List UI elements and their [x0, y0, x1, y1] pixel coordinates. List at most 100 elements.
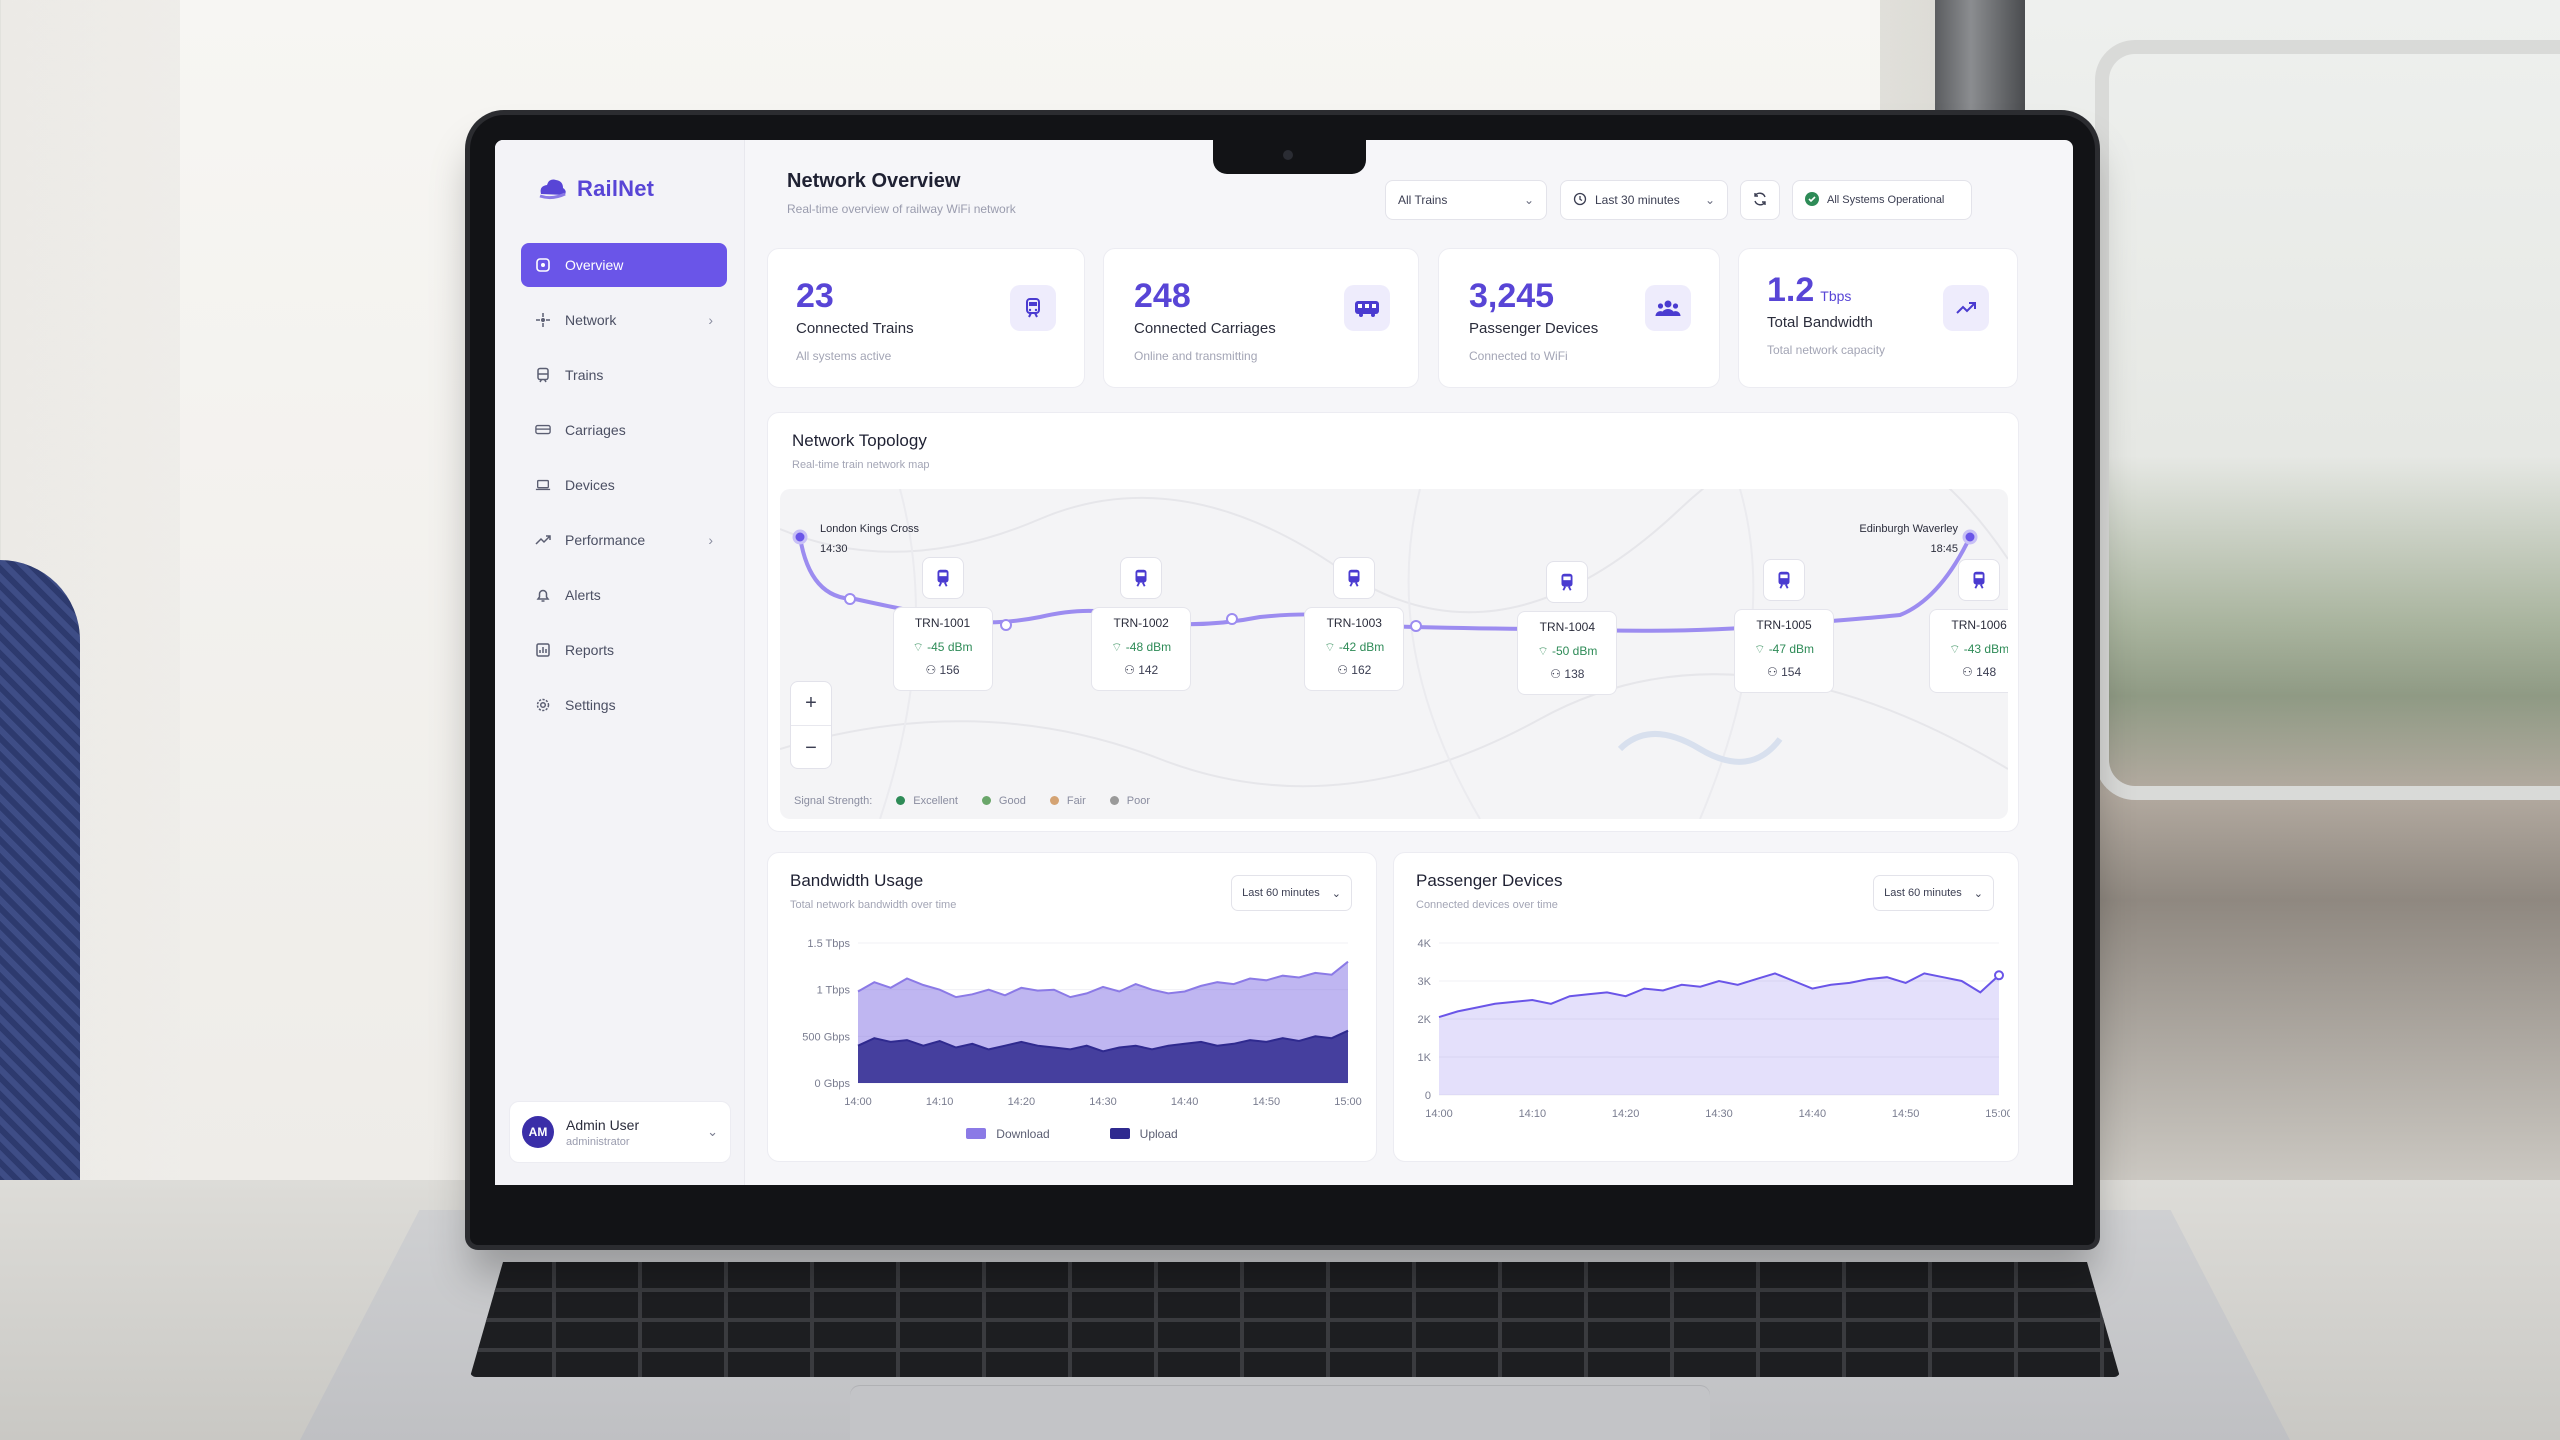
stat-sub: Total network capacity: [1767, 343, 1886, 357]
wifi-icon: ⌔: [1949, 642, 1964, 656]
passenger-value: 154: [1781, 665, 1802, 679]
time-range-value: Last 30 minutes: [1595, 193, 1680, 207]
user-name: Admin User: [566, 1116, 640, 1133]
time-range-select[interactable]: Last 30 minutes ⌄: [1560, 180, 1728, 220]
signal-value: -50 dBm: [1551, 644, 1598, 658]
train-info-card[interactable]: TRN-1004 ⌔ -50 dBm ⚇ 138: [1517, 611, 1618, 695]
sidebar-item-carriages[interactable]: Carriages: [521, 408, 727, 452]
train-id: TRN-1004: [1539, 620, 1596, 634]
signal-strength: ⌔ -45 dBm: [894, 640, 992, 655]
stat-value: 248: [1134, 277, 1191, 315]
laptop-trackpad: [850, 1385, 1710, 1440]
train-info-card[interactable]: TRN-1003 ⌔ -42 dBm ⚇ 162: [1304, 607, 1405, 691]
page-subtitle: Real-time overview of railway WiFi netwo…: [787, 202, 1016, 216]
main-content: Network Overview Real-time overview of r…: [745, 140, 2073, 1185]
bandwidth-chart-card: Bandwidth Usage Total network bandwidth …: [767, 852, 1377, 1162]
train-info-card[interactable]: TRN-1005 ⌔ -47 dBm ⚇ 154: [1734, 609, 1835, 693]
stat-label: Connected Trains: [796, 320, 914, 337]
topology-map[interactable]: London Kings Cross 14:30 Edinburgh Waver…: [780, 489, 2008, 819]
cloud-logo-icon: [539, 179, 566, 200]
train-info-card[interactable]: TRN-1002 ⌔ -48 dBm ⚇ 142: [1091, 607, 1192, 691]
sidebar-item-settings[interactable]: Settings: [521, 683, 727, 727]
train-filter-select[interactable]: All Trains ⌄: [1385, 180, 1547, 220]
sidebar-item-alerts[interactable]: Alerts: [521, 573, 727, 617]
signal-value: -48 dBm: [1125, 640, 1172, 654]
signal-value: -42 dBm: [1338, 640, 1385, 654]
stat-value: 1.2: [1767, 271, 1815, 309]
user-menu[interactable]: AM Admin User administrator ⌄: [509, 1101, 731, 1163]
sidebar-item-devices[interactable]: Devices: [521, 463, 727, 507]
train-id: TRN-1003: [1326, 616, 1382, 630]
wifi-icon: ⌔: [1324, 640, 1339, 654]
sidebar-nav: Overview Network › Trains Carriages Devi…: [521, 243, 727, 738]
x-tick-label: 14:20: [1612, 1108, 1640, 1120]
train-marker-icon[interactable]: [1958, 559, 2001, 601]
x-tick-label: 14:50: [1253, 1096, 1281, 1108]
train-marker-icon[interactable]: [1333, 557, 1376, 599]
system-status-badge: All Systems Operational: [1792, 180, 1972, 220]
legend-text: Excellent: [913, 795, 958, 807]
status-text: All Systems Operational: [1827, 194, 1945, 206]
train-seat: [0, 560, 80, 1260]
passenger-count: ⚇ 162: [1305, 663, 1403, 677]
sidebar-item-reports[interactable]: Reports: [521, 628, 727, 672]
wifi-icon: ⌔: [912, 640, 928, 654]
app-name: RailNet: [577, 176, 655, 201]
train-marker-icon[interactable]: [1546, 561, 1589, 603]
laptop-screen: RailNet Overview Network › Trains Carria…: [495, 140, 2073, 1185]
train-info-card[interactable]: TRN-1001 ⌔ -45 dBm ⚇ 156: [892, 607, 993, 691]
train-marker-icon[interactable]: [1763, 559, 1806, 601]
wifi-icon: ⌔: [1754, 642, 1769, 656]
train-window-view: [2025, 0, 2560, 1200]
y-tick-label: 500 Gbps: [802, 1031, 850, 1043]
signal-strength: ⌔ -43 dBm: [1930, 642, 2008, 657]
x-tick-label: 14:40: [1171, 1096, 1199, 1108]
bandwidth-range-select[interactable]: Last 60 minutes ⌄: [1231, 875, 1352, 911]
passenger-count: ⚇ 154: [1735, 665, 1833, 679]
sidebar-item-performance[interactable]: Performance ›: [521, 518, 727, 562]
stat-card-devices[interactable]: 3,245 Passenger Devices Connected to WiF…: [1438, 248, 1720, 388]
train-marker-icon[interactable]: [1120, 557, 1163, 599]
camera-notch: [1213, 140, 1366, 174]
train-marker-icon[interactable]: [921, 557, 964, 599]
logo[interactable]: RailNet: [537, 176, 654, 202]
series-line-devices: [1438, 972, 2000, 1019]
stat-card-bandwidth[interactable]: 1.2 Tbps Total Bandwidth Total network ca…: [1738, 248, 2018, 388]
train-icon: [1010, 285, 1056, 331]
zoom-in-button[interactable]: +: [791, 682, 831, 726]
chevron-down-icon: ⌄: [1973, 887, 1983, 900]
sidebar-item-overview[interactable]: Overview: [521, 243, 727, 287]
check-circle-icon: [1805, 191, 1819, 209]
passenger-value: 148: [1976, 665, 1997, 679]
stat-sub: Online and transmitting: [1134, 349, 1258, 363]
sidebar-item-trains[interactable]: Trains: [521, 353, 727, 397]
chevron-down-icon: ⌄: [707, 1124, 718, 1139]
legend-text: Poor: [1126, 795, 1151, 807]
x-tick-label: 14:00: [844, 1096, 872, 1108]
train-id: TRN-1001: [914, 616, 971, 630]
passenger-count: ⚇ 138: [1518, 667, 1616, 681]
y-tick-label: 3K: [1418, 976, 1432, 988]
zoom-controls: + −: [790, 681, 832, 769]
zoom-out-button[interactable]: −: [805, 736, 817, 759]
train-info-card[interactable]: TRN-1006 ⌔ -43 dBm ⚇ 148: [1929, 609, 2008, 693]
series-area-upload: [858, 1030, 1348, 1083]
sidebar-item-network[interactable]: Network ›: [521, 298, 727, 342]
bandwidth-chart: 1.5 Tbps 1 Tbps 500 Gbps 0 Gbps 14:00 14:10 14…: [802, 938, 1361, 1108]
refresh-button[interactable]: [1740, 180, 1780, 220]
clock-icon: [1573, 192, 1587, 209]
chart-subtitle: Total network bandwidth over time: [790, 899, 957, 911]
topology-title: Network Topology: [792, 431, 927, 450]
users-icon: ⚇: [1962, 665, 1977, 679]
station-time: 14:30: [820, 543, 848, 555]
stat-card-carriages[interactable]: 248 Connected Carriages Online and trans…: [1103, 248, 1419, 388]
signal-value: -47 dBm: [1768, 642, 1815, 656]
legend-item-poor: Poor: [1109, 795, 1151, 807]
signal-value: -43 dBm: [1963, 642, 2008, 656]
stat-card-trains[interactable]: 23 Connected Trains All systems active: [767, 248, 1085, 388]
devices-range-select[interactable]: Last 60 minutes ⌄: [1873, 875, 1994, 911]
trend-icon: [1943, 285, 1989, 331]
legend-item-download: Download: [966, 1127, 1050, 1141]
range-value: Last 60 minutes: [1884, 887, 1962, 899]
legend-item-excellent: Excellent: [896, 795, 958, 807]
